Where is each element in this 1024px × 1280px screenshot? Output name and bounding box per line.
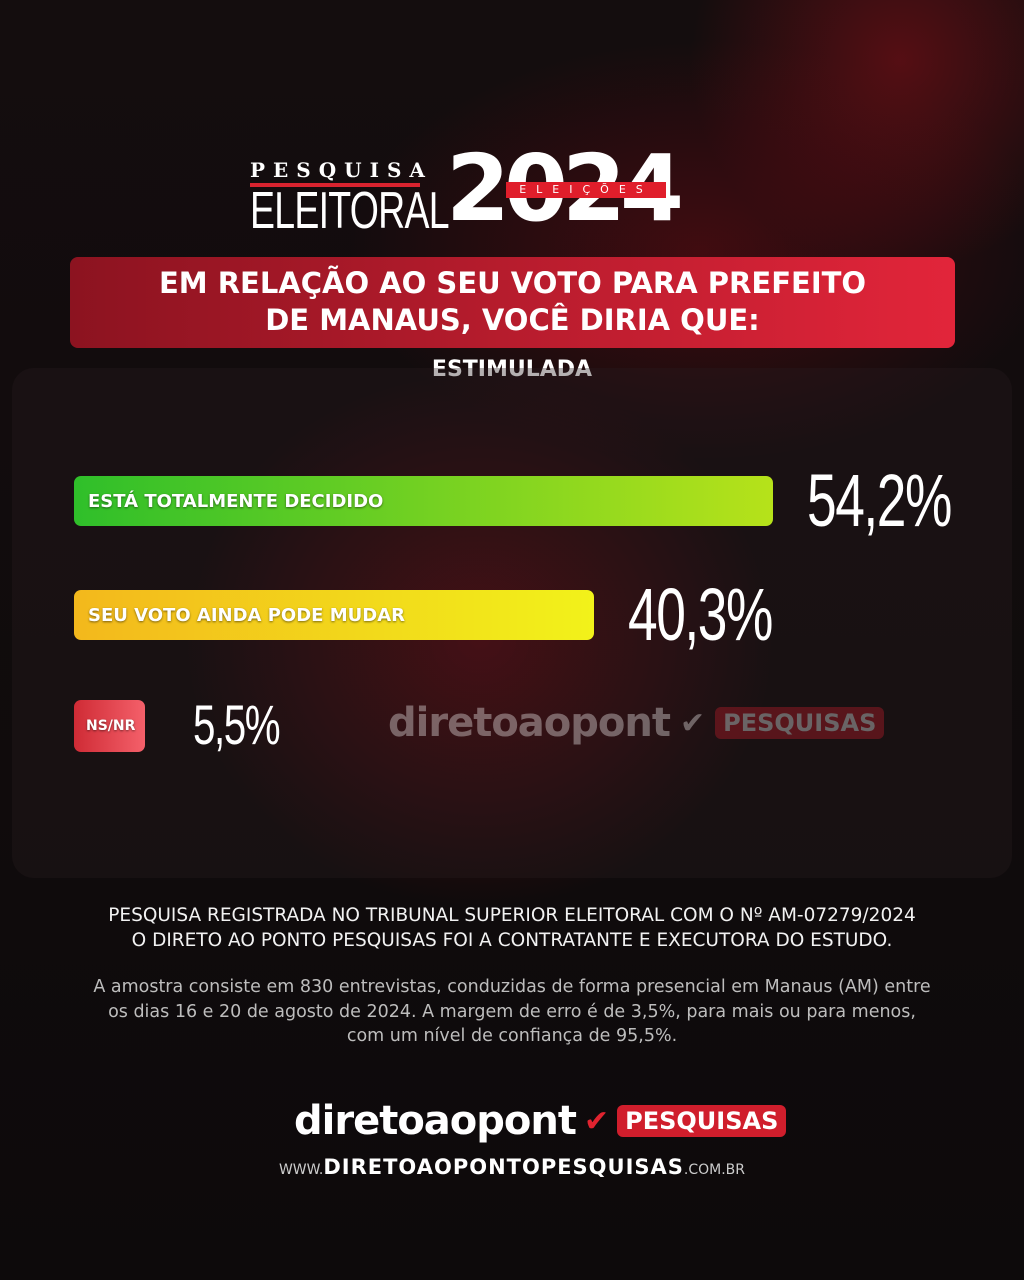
registration-line-2: O DIRETO AO PONTO PESQUISAS FOI A CONTRA… xyxy=(131,930,893,951)
watermark-logo: diretoaopont ✔ PESQUISAS xyxy=(388,700,885,746)
url-suffix: .COM.BR xyxy=(683,1162,746,1178)
watermark-badge: PESQUISAS xyxy=(715,707,885,739)
value-label: 40,3% xyxy=(627,573,773,656)
bar-1: ESTÁ TOTALMENTE DECIDIDO xyxy=(74,476,774,526)
bar-3: NS/NR xyxy=(74,700,145,752)
watermark-brand: diretoaopont xyxy=(388,700,671,746)
question-line-2: DE MANAUS, VOCÊ DIRIA QUE: xyxy=(265,303,760,337)
footer-brand: diretoaopont xyxy=(294,1098,577,1144)
bar-label: ESTÁ TOTALMENTE DECIDIDO xyxy=(88,490,384,512)
url-main: DIRETOAOPONTOPESQUISAS xyxy=(323,1155,684,1179)
chart-check-icon: ✔ xyxy=(679,705,706,741)
subtitle: ESTIMULADA xyxy=(431,357,593,382)
value-label: 54,2% xyxy=(807,459,952,542)
methodology-note: A amostra consiste em 830 entrevistas, c… xyxy=(93,977,931,1046)
footer-logo: diretoaopont ✔ PESQUISAS xyxy=(294,1098,787,1144)
registration-line-1: PESQUISA REGISTRADA NO TRIBUNAL SUPERIOR… xyxy=(108,905,916,926)
registration-note: PESQUISA REGISTRADA NO TRIBUNAL SUPERIOR… xyxy=(0,903,1024,953)
value-label: 5,5% xyxy=(192,693,281,756)
header-title: ELEITORAL xyxy=(250,182,450,240)
url-prefix: WWW. xyxy=(278,1162,324,1178)
bar-label: NS/NR xyxy=(86,718,136,734)
header-ribbon: ELEIÇÕES xyxy=(506,182,666,198)
footer-url[interactable]: WWW.DIRETOAOPONTOPESQUISAS.COM.BR xyxy=(0,1155,1024,1179)
question-box: EM RELAÇÃO AO SEU VOTO PARA PREFEITO DE … xyxy=(70,257,955,348)
footer-badge: PESQUISAS xyxy=(617,1105,787,1137)
question-line-1: EM RELAÇÃO AO SEU VOTO PARA PREFEITO xyxy=(158,266,867,300)
footer-check-icon: ✔ xyxy=(583,1103,610,1139)
bar-2: SEU VOTO AINDA PODE MUDAR xyxy=(74,590,594,640)
header-logo: PESQUISA ELEITORAL 2024 ELEIÇÕES xyxy=(250,143,684,240)
header-kicker: PESQUISA xyxy=(250,158,425,187)
bar-label: SEU VOTO AINDA PODE MUDAR xyxy=(88,604,405,626)
